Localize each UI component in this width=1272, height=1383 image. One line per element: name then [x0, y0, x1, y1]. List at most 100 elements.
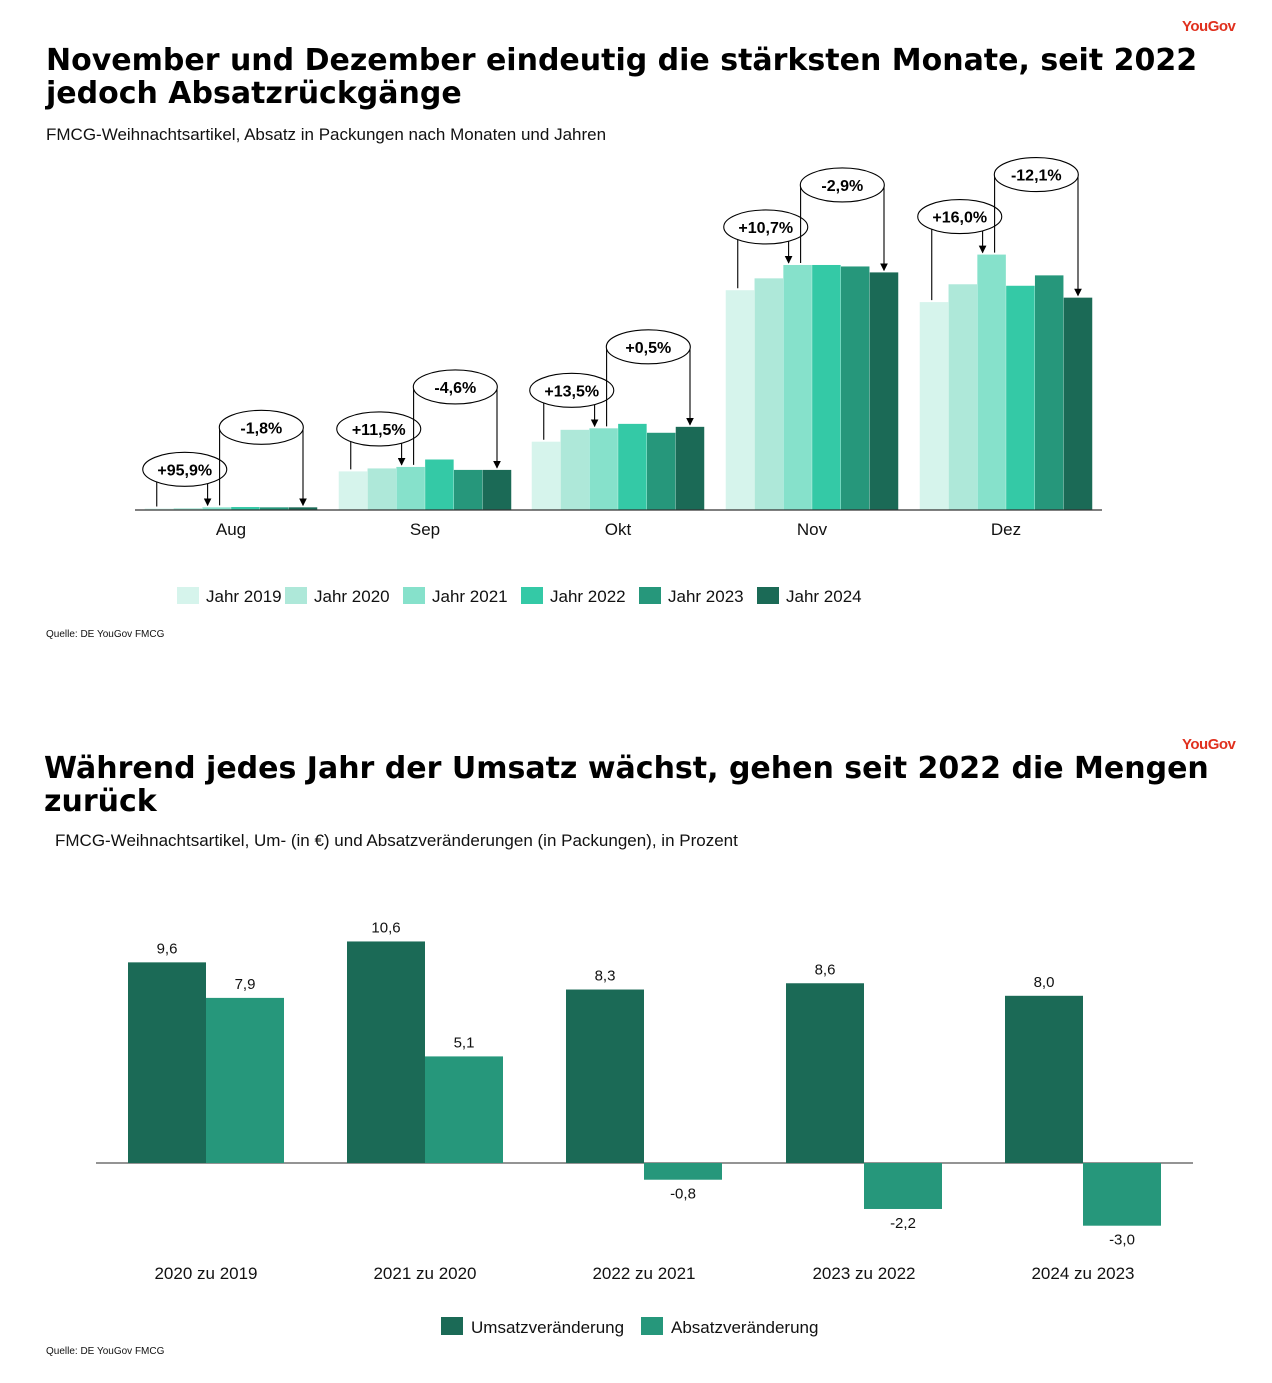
bar-dez-jahr-2022	[1006, 285, 1035, 510]
callout-label: +16,0%	[932, 210, 987, 227]
data-label: 10,6	[371, 919, 400, 936]
callout-label: +13,5%	[544, 383, 599, 400]
bar-aug-jahr-2021	[202, 507, 231, 510]
callout-label: -2,9%	[821, 178, 863, 195]
x-tick-label: Nov	[797, 520, 828, 539]
data-label: 8,6	[815, 961, 836, 978]
bar-sep-jahr-2023	[453, 469, 483, 510]
legend-swatch	[285, 587, 307, 604]
legend-swatch	[441, 1317, 463, 1335]
x-tick-label: 2024 zu 2023	[1031, 1264, 1134, 1283]
callout-bubble	[605, 329, 691, 365]
legend-label: Jahr 2019	[206, 587, 282, 606]
source-note: Quelle: DE YouGov FMCG	[46, 1346, 165, 1357]
legend-label: Jahr 2023	[668, 587, 744, 606]
legend-label: Jahr 2022	[550, 587, 626, 606]
change-callout: +16,0%	[917, 199, 1003, 301]
bar-absatzveränderung-1	[425, 1056, 503, 1163]
data-label: 9,6	[157, 940, 178, 957]
chart-subtitle: FMCG-Weihnachtsartikel, Um- (in €) und A…	[55, 831, 738, 850]
bar-okt-jahr-2019	[531, 441, 561, 510]
callout-label: +11,5%	[352, 422, 406, 439]
bar-dez-jahr-2023	[1034, 275, 1064, 510]
callout-label: +95,9%	[157, 462, 212, 479]
legend-label: Jahr 2020	[314, 587, 390, 606]
bar-dez-jahr-2024	[1063, 297, 1093, 510]
change-callout: +95,9%	[142, 451, 228, 507]
callout-label: -12,1%	[1011, 168, 1062, 185]
bar-nov-jahr-2022	[812, 264, 841, 510]
change-callout: +0,5%	[605, 329, 694, 427]
data-label: 8,0	[1034, 974, 1055, 991]
change-callout: +13,5%	[529, 372, 615, 440]
x-tick-label: Dez	[991, 520, 1021, 539]
legend-label: Umsatzveränderung	[471, 1318, 624, 1337]
bar-absatzveränderung-4	[1083, 1163, 1161, 1226]
bar-aug-jahr-2019	[144, 508, 174, 510]
x-tick-label: Sep	[410, 520, 440, 539]
x-tick-label: 2020 zu 2019	[154, 1264, 257, 1283]
legend-swatch	[403, 587, 425, 604]
chart-1-plot: Aug Sep Okt Nov Dez +95,9% -1,8% +11,5% -4,6% +13…	[135, 157, 1102, 606]
callout-bubble	[412, 369, 498, 405]
bar-sep-jahr-2022	[425, 459, 454, 510]
x-tick-label: 2022 zu 2021	[592, 1264, 695, 1283]
source-note: Quelle: DE YouGov FMCG	[46, 629, 165, 640]
change-callout: -1,8%	[218, 409, 307, 507]
callout-bubble	[336, 411, 422, 447]
callout-bubble	[142, 451, 228, 487]
bar-nov-jahr-2021	[783, 264, 812, 510]
x-tick-label: Okt	[605, 520, 632, 539]
bar-absatzveränderung-3	[864, 1163, 942, 1209]
bar-dez-jahr-2020	[948, 284, 978, 510]
x-tick-label: 2023 zu 2022	[812, 1264, 915, 1283]
chart-subtitle: FMCG-Weihnachtsartikel, Absatz in Packun…	[46, 125, 607, 144]
bar-okt-jahr-2023	[646, 432, 676, 510]
bar-aug-jahr-2022	[231, 507, 260, 510]
bar-umsatzveränderung-2	[566, 989, 644, 1163]
bar-nov-jahr-2019	[725, 290, 755, 510]
bar-okt-jahr-2024	[675, 426, 705, 510]
data-label: -2,2	[890, 1215, 916, 1232]
bar-absatzveränderung-0	[206, 997, 284, 1163]
bar-sep-jahr-2019	[338, 471, 368, 510]
legend-swatch	[757, 587, 779, 604]
change-callout: -12,1%	[993, 157, 1082, 297]
legend-swatch	[639, 587, 661, 604]
callout-label: -4,6%	[434, 380, 476, 397]
bar-dez-jahr-2021	[977, 254, 1006, 510]
x-tick-label: 2021 zu 2020	[373, 1264, 476, 1283]
bar-sep-jahr-2020	[367, 468, 397, 510]
callout-bubble	[723, 209, 809, 245]
bar-sep-jahr-2024	[482, 469, 512, 510]
bar-umsatzveränderung-1	[347, 941, 425, 1163]
change-callout: -2,9%	[799, 167, 888, 272]
legend-label: Jahr 2021	[432, 587, 508, 606]
chart-2-plot: 9,6 10,6 8,3 8,6 8,0 7,9 5,1 -0,8 -2,2 -3,0 2020 z…	[96, 919, 1193, 1337]
bar-umsatzveränderung-3	[786, 983, 864, 1163]
change-callout: +10,7%	[723, 209, 809, 289]
bar-sep-jahr-2021	[396, 466, 425, 510]
chart-title: Während jedes Jahr der Umsatz wächst, ge…	[44, 751, 1209, 819]
bar-nov-jahr-2023	[840, 266, 870, 510]
yougov-logo: YouGov	[1182, 18, 1236, 35]
callout-bubble	[917, 199, 1003, 235]
bar-aug-jahr-2024	[288, 507, 318, 510]
callout-label: +0,5%	[625, 340, 671, 357]
x-tick-label: Aug	[216, 520, 246, 539]
legend-swatch	[177, 587, 199, 604]
data-label: -0,8	[670, 1186, 696, 1203]
data-label: 5,1	[454, 1034, 475, 1051]
data-label: 7,9	[235, 976, 256, 993]
chart-panel-1: YouGov November und Dezember eindeutig d…	[0, 0, 1272, 690]
yougov-logo: YouGov	[1182, 736, 1236, 753]
bar-okt-jahr-2022	[618, 423, 647, 510]
callout-bubble	[993, 157, 1079, 193]
bar-absatzveränderung-2	[644, 1163, 722, 1180]
callout-bubble	[218, 409, 304, 445]
legend-swatch	[521, 587, 543, 604]
callout-label: -1,8%	[240, 420, 282, 437]
bar-nov-jahr-2024	[869, 272, 899, 510]
bar-umsatzveränderung-0	[128, 962, 206, 1163]
bar-aug-jahr-2023	[259, 507, 289, 510]
